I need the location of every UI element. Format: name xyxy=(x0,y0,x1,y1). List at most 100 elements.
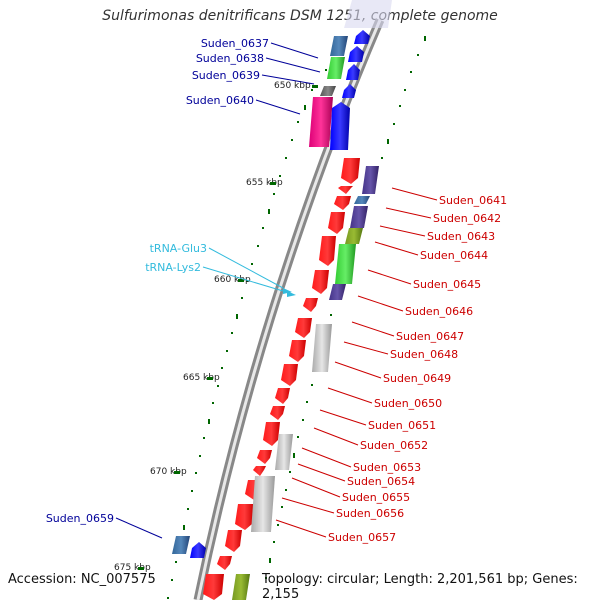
genome-backbone-highlight xyxy=(196,19,382,600)
trna-lys2-mark[interactable] xyxy=(287,291,296,297)
gene-label-inner[interactable]: Suden_0646 xyxy=(405,305,473,318)
gene-arrow[interactable] xyxy=(217,556,232,570)
gene-suden-0644[interactable] xyxy=(345,228,363,244)
gene-suden-0642[interactable] xyxy=(354,196,370,204)
gene-arrow[interactable] xyxy=(330,102,350,150)
gene-suden-0648[interactable] xyxy=(312,324,332,372)
tick-mark xyxy=(257,245,259,247)
gene-label-outer[interactable]: Suden_0638 xyxy=(196,52,264,65)
gene-label-inner[interactable]: Suden_0654 xyxy=(347,475,415,488)
gene-arrow[interactable] xyxy=(354,30,370,44)
gene-label-inner[interactable]: Suden_0653 xyxy=(353,461,421,474)
gene-label-inner[interactable]: Suden_0648 xyxy=(390,348,458,361)
gene-arrow[interactable] xyxy=(263,422,280,446)
gene-label-outer[interactable]: Suden_0659 xyxy=(46,512,114,525)
gene-arrow[interactable] xyxy=(328,212,345,234)
gene-arrow[interactable] xyxy=(319,236,336,266)
tick-mark xyxy=(325,69,327,71)
gene-label-inner[interactable]: Suden_0643 xyxy=(427,230,495,243)
tick-mark xyxy=(297,121,299,123)
gene-suden-0653[interactable] xyxy=(275,434,293,470)
tick-mark xyxy=(203,437,205,439)
kbp-labels: 650 kbp 655 kbp 660 kbp 665 kbp 670 kbp 675 k… xyxy=(114,81,318,573)
tick-mark xyxy=(251,263,253,265)
gene-arrow[interactable] xyxy=(257,450,272,464)
gene-label-inner[interactable]: Suden_0641 xyxy=(439,194,507,207)
leader-line xyxy=(281,497,335,514)
gene-arrow[interactable] xyxy=(281,364,298,386)
tick-mark xyxy=(246,280,248,282)
kbp-label: 665 kbp xyxy=(183,373,220,383)
tick-mark xyxy=(285,157,287,159)
gene-arrow[interactable] xyxy=(334,196,351,210)
kbp-tick xyxy=(270,182,276,185)
gene-arrow[interactable] xyxy=(346,64,360,80)
leader-line xyxy=(391,187,438,201)
gene-arrow[interactable] xyxy=(348,46,364,62)
gene-arrow[interactable] xyxy=(303,298,318,312)
leader-line xyxy=(208,247,284,289)
gene-arrow[interactable] xyxy=(341,158,360,184)
gene-arrow[interactable] xyxy=(270,406,285,420)
tick-mark xyxy=(424,36,426,41)
gene-suden-0637[interactable] xyxy=(330,36,348,56)
gene-labels: Suden_0637 Suden_0638 Suden_0639 Suden_0640… xyxy=(46,37,507,544)
trna-label[interactable]: tRNA-Lys2 xyxy=(145,261,201,274)
topology-text: Topology: circular; Length: 2,201,561 bp… xyxy=(262,572,578,600)
gene-suden-0646[interactable] xyxy=(329,284,346,300)
gene-label-inner[interactable]: Suden_0649 xyxy=(383,372,451,385)
gene-label-inner[interactable]: Suden_0650 xyxy=(374,397,442,410)
gene-label-outer[interactable]: Suden_0637 xyxy=(201,37,269,50)
leader-line xyxy=(319,409,367,426)
gene-suden-0639[interactable] xyxy=(320,86,336,96)
gene-suden-0643[interactable] xyxy=(350,206,368,228)
kbp-tick xyxy=(138,567,144,570)
gene-suden-0657[interactable] xyxy=(232,574,250,600)
tick-mark xyxy=(297,436,299,438)
gene-label-inner[interactable]: Suden_0657 xyxy=(328,531,396,544)
gene-arrow[interactable] xyxy=(235,504,254,530)
tick-mark xyxy=(265,577,267,579)
leader-line xyxy=(343,341,389,355)
gene-suden-0641[interactable] xyxy=(362,166,379,194)
gene-suden-0638[interactable] xyxy=(327,57,345,79)
gene-arrow[interactable] xyxy=(225,530,242,552)
gene-label-inner[interactable]: Suden_0652 xyxy=(360,439,428,452)
gene-suden-0656[interactable] xyxy=(251,476,275,532)
kbp-tick xyxy=(238,279,244,282)
gene-arrow[interactable] xyxy=(312,270,329,294)
gene-label-inner[interactable]: Suden_0656 xyxy=(336,507,404,520)
tick-mark xyxy=(167,597,169,599)
gene-label-inner[interactable]: Suden_0655 xyxy=(342,491,410,504)
gene-label-inner[interactable]: Suden_0645 xyxy=(413,278,481,291)
gene-label-inner[interactable]: Suden_0642 xyxy=(433,212,501,225)
leader-line xyxy=(327,387,373,404)
tick-mark xyxy=(293,453,295,458)
gene-label-outer[interactable]: Suden_0639 xyxy=(192,69,260,82)
gene-arrow[interactable] xyxy=(275,388,290,404)
gene-label-inner[interactable]: Suden_0651 xyxy=(368,419,436,432)
tick-mark xyxy=(381,157,383,159)
gene-label-outer[interactable]: Suden_0640 xyxy=(186,94,254,107)
tick-mark xyxy=(291,139,293,141)
tick-mark xyxy=(268,209,270,214)
gene-label-inner[interactable]: Suden_0647 xyxy=(396,330,464,343)
gene-arrow[interactable] xyxy=(295,318,312,338)
tick-mark xyxy=(183,525,185,530)
leader-line xyxy=(379,225,426,237)
gene-arrow[interactable] xyxy=(338,186,353,194)
trna-label[interactable]: tRNA-Glu3 xyxy=(150,242,207,255)
gene-arrow[interactable] xyxy=(289,340,306,362)
tick-mark xyxy=(387,139,389,144)
gene-features xyxy=(172,30,379,600)
gene-suden-0640[interactable] xyxy=(309,97,333,147)
gene-suden-0645[interactable] xyxy=(335,244,356,284)
gene-suden-0659[interactable] xyxy=(172,536,190,554)
gene-arrow[interactable] xyxy=(190,542,206,558)
tick-mark xyxy=(404,89,406,91)
gene-label-inner[interactable]: Suden_0644 xyxy=(420,249,488,262)
gene-arrow[interactable] xyxy=(342,84,356,98)
gene-arrow[interactable] xyxy=(253,466,266,476)
gene-arrow[interactable] xyxy=(203,574,224,600)
leader-line xyxy=(261,74,315,85)
